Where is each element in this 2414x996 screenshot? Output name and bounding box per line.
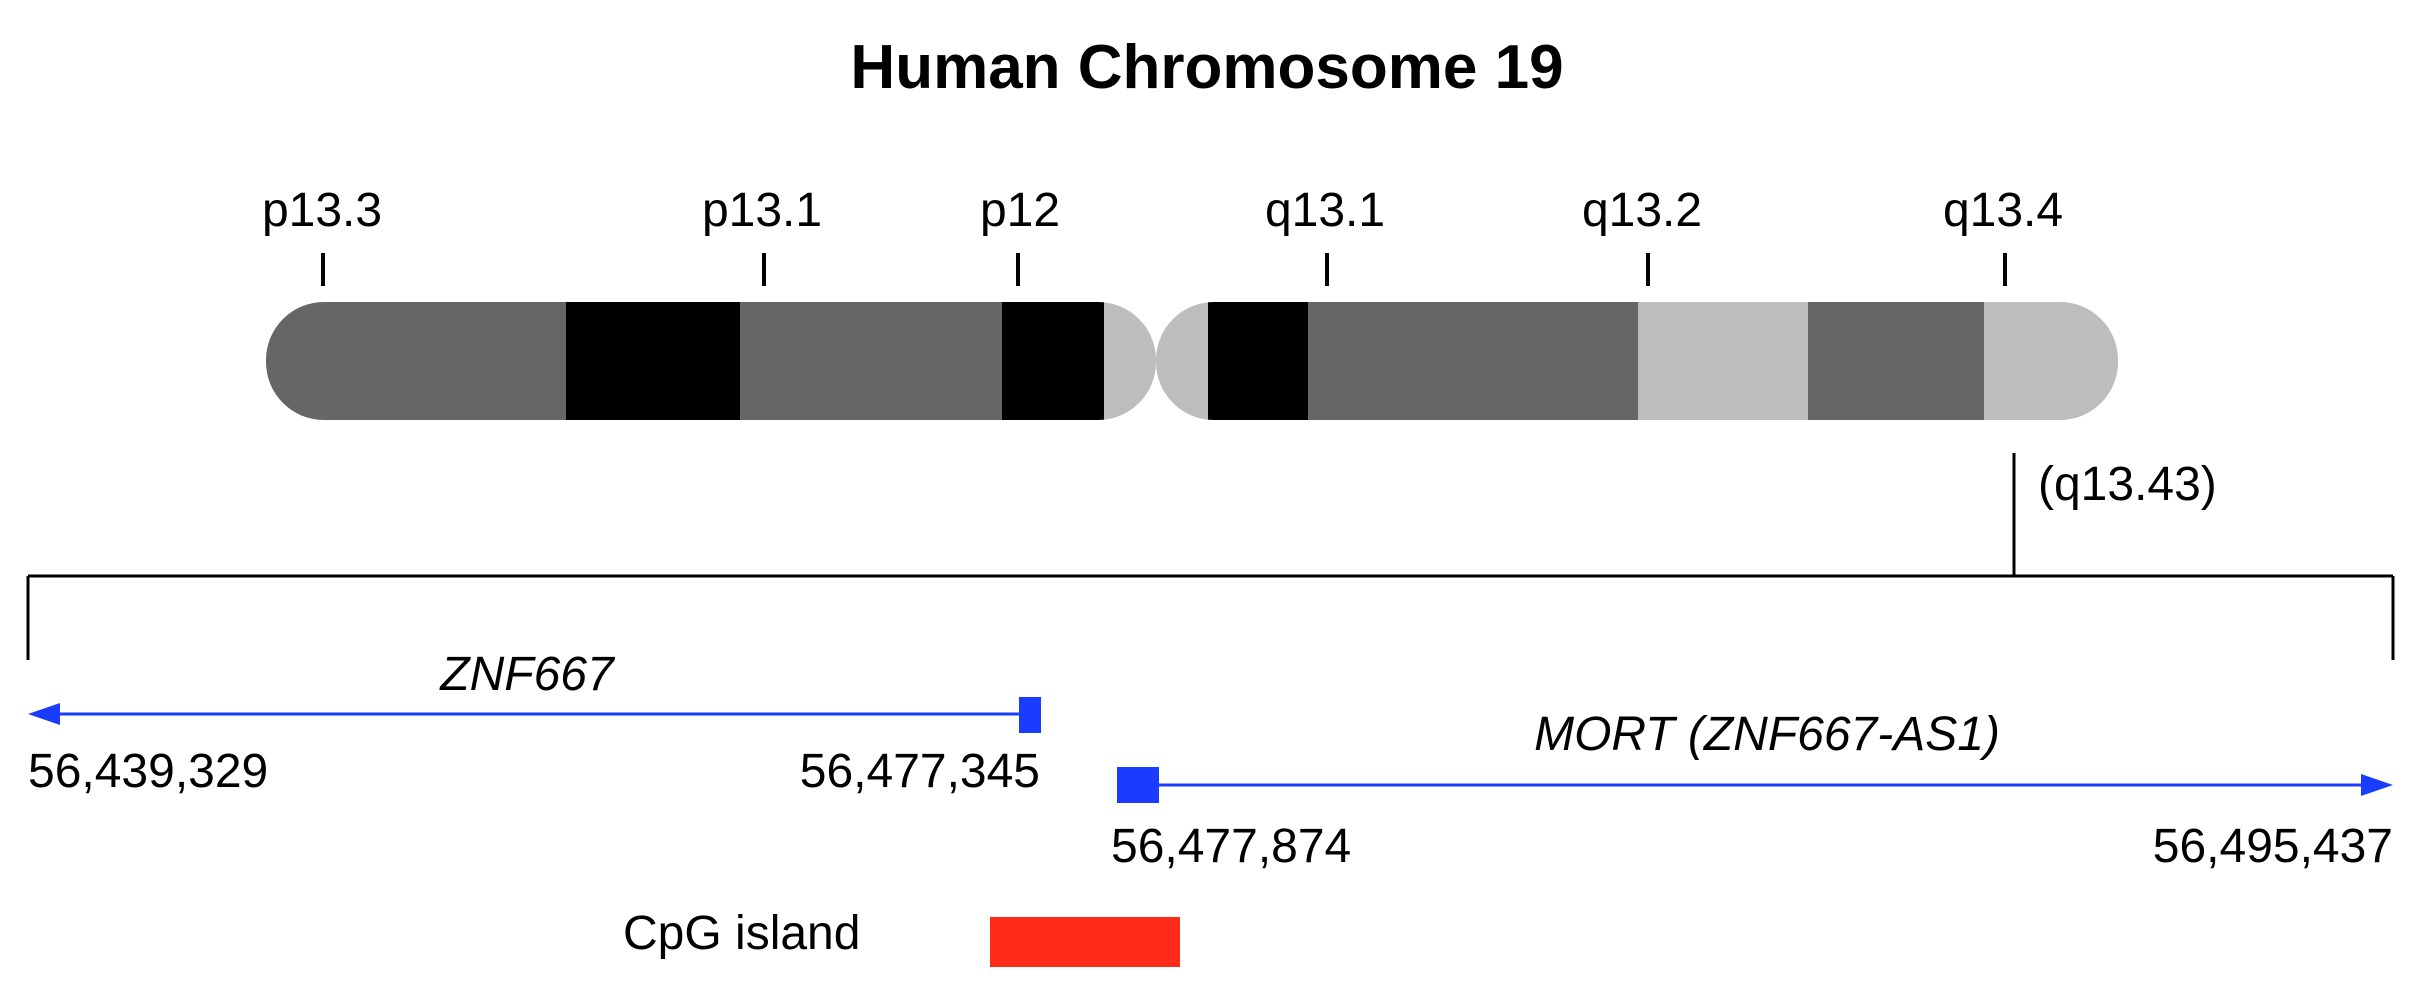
legend-cpg-swatch: [990, 917, 1180, 967]
chromosome-q-arm: [1156, 302, 2118, 420]
band-q13-2: [1638, 302, 1808, 420]
diagram-title: Human Chromosome 19: [850, 33, 1563, 102]
band-label-p13-3: p13.3: [262, 184, 382, 237]
band-p13-2: [566, 302, 740, 420]
region-bracket: [26, 574, 2395, 660]
band-label-q13-1: q13.1: [1265, 184, 1385, 237]
band-label-p13-1: p13.1: [702, 184, 822, 237]
gene-mort: MORT (ZNF667-AS1) 56,477,874 56,495,437: [1111, 708, 2393, 873]
legend: CpG island: [623, 907, 1180, 967]
gene-name-znf667: ZNF667: [439, 648, 616, 701]
gene-arrowhead-mort: [2361, 774, 2393, 796]
zoom-band-label: (q13.43): [2038, 458, 2217, 511]
band-q13-3: [1808, 302, 1984, 420]
gene-exon-znf667: [1019, 697, 1041, 733]
coord-znf667-end: 56,477,345: [800, 745, 1040, 798]
band-p11: [1104, 302, 1156, 420]
band-q12: [1156, 302, 1208, 420]
band-ticks: [321, 253, 2007, 286]
gene-exon-mort: [1117, 767, 1159, 803]
band-p12: [1002, 302, 1104, 420]
band-p13-3: [266, 302, 566, 420]
coord-znf667-start: 56,439,329: [28, 745, 268, 798]
band-q13-4: [1984, 302, 2118, 420]
band-label-q13-2: q13.2: [1582, 184, 1702, 237]
gene-znf667: ZNF667 56,439,329 56,477,345: [28, 648, 1041, 798]
band-p13-1: [740, 302, 1002, 420]
gene-arrowhead-znf667: [28, 703, 60, 725]
coord-mort-start: 56,477,874: [1111, 820, 1351, 873]
band-q13-1: [1308, 302, 1638, 420]
legend-cpg-label: CpG island: [623, 907, 860, 960]
band-label-q13-4: q13.4: [1943, 184, 2063, 237]
band-q13-11: [1208, 302, 1308, 420]
coord-mort-end: 56,495,437: [2153, 820, 2393, 873]
band-label-p12: p12: [980, 184, 1060, 237]
chromosome-p-arm: [266, 302, 1156, 420]
gene-name-mort: MORT (ZNF667-AS1): [1534, 708, 2000, 761]
